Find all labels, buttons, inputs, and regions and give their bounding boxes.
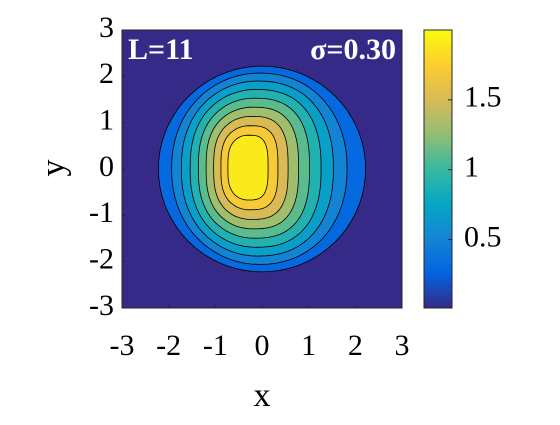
y-tick-label: 1 xyxy=(99,104,114,137)
x-tick-label: -3 xyxy=(110,329,135,362)
colorbar-tick-label: 1 xyxy=(464,151,479,184)
y-axis-label: y xyxy=(35,160,72,177)
annotation: L=11 xyxy=(128,33,193,66)
x-tick-label: 0 xyxy=(255,329,270,362)
y-tick-label: 0 xyxy=(99,150,114,183)
colorbar-tick-label: 1.5 xyxy=(464,81,502,114)
x-tick-label: 3 xyxy=(395,329,410,362)
y-tick-label: -3 xyxy=(89,289,114,322)
x-tick-label: 2 xyxy=(348,329,363,362)
x-axis-label: x xyxy=(254,377,271,414)
x-tick-label: -2 xyxy=(156,329,181,362)
contour-region xyxy=(227,134,269,201)
x-tick-label: 1 xyxy=(301,329,316,362)
colorbar-tick-label: 0.5 xyxy=(464,220,502,253)
y-tick-label: -1 xyxy=(89,196,114,229)
y-tick-label: -2 xyxy=(89,243,114,276)
x-tick-label: -1 xyxy=(203,329,228,362)
contour-group xyxy=(157,65,367,273)
annotation: σ=0.30 xyxy=(310,33,396,66)
y-tick-label: 2 xyxy=(99,57,114,90)
y-tick-label: 3 xyxy=(99,11,114,44)
colorbar xyxy=(423,29,453,309)
